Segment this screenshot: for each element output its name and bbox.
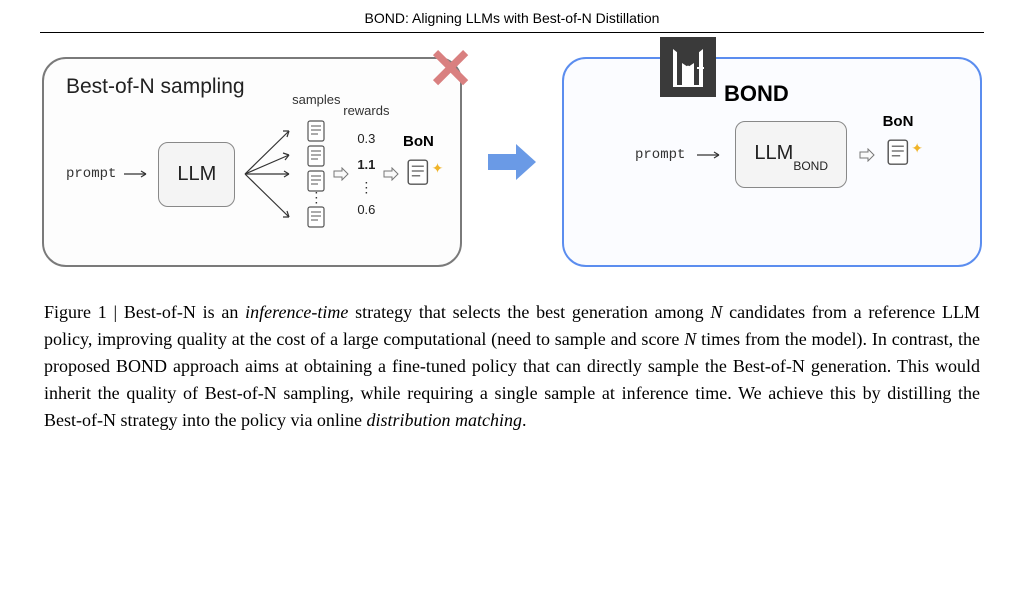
panel-title-left: Best-of-N sampling xyxy=(66,75,438,99)
arrow-icon xyxy=(333,167,349,181)
prompt-arrow-icon xyxy=(697,150,723,160)
bon-output: BoN ✦ xyxy=(407,159,429,190)
bond-pipeline: prompt LLMBOND BoN ✦ xyxy=(586,121,958,188)
vertical-dots: ⋮ xyxy=(359,183,373,191)
bon-label: BoN xyxy=(403,133,434,150)
caption-text: strategy that selects the best generatio… xyxy=(348,302,710,322)
arrow-icon xyxy=(859,148,875,162)
caption-em: distribution matching xyxy=(366,410,522,430)
sample-doc-icon xyxy=(307,206,325,228)
samples-header: samples xyxy=(292,92,340,107)
bon-pipeline: prompt LLM samples xyxy=(66,119,438,229)
fanout-arrows xyxy=(243,119,299,229)
sample-doc-icon xyxy=(307,170,325,192)
reward-value: 1.1 xyxy=(357,157,375,172)
transition-arrow-icon xyxy=(486,142,538,182)
rewards-column: rewards 0.3 1.1 ⋮ 0.6 xyxy=(357,131,375,217)
caption-text: . xyxy=(522,410,527,430)
figure-caption: Figure 1 | Best-of-N is an inference-tim… xyxy=(40,299,984,434)
output-doc-icon xyxy=(407,159,429,185)
sample-doc-icon xyxy=(307,120,325,142)
cross-icon: ✕ xyxy=(427,41,474,97)
panel-title-right: BOND xyxy=(724,81,789,107)
bond-panel: BOND prompt LLMBOND BoN ✦ xyxy=(562,57,982,267)
running-header: BOND: Aligning LLMs with Best-of-N Disti… xyxy=(40,10,984,33)
reward-value: 0.6 xyxy=(357,202,375,217)
caption-em: inference-time xyxy=(245,302,348,322)
bon-output: BoN ✦ xyxy=(887,139,909,170)
reward-value: 0.3 xyxy=(357,131,375,146)
prompt-arrow-icon xyxy=(124,169,150,179)
rewards-header: rewards xyxy=(343,103,389,118)
caption-var: N xyxy=(684,329,696,349)
figure-1: Best-of-N sampling prompt LLM xyxy=(40,57,984,267)
paper-page: BOND: Aligning LLMs with Best-of-N Disti… xyxy=(0,0,1024,454)
caption-text: Figure 1 | Best-of-N is an xyxy=(44,302,245,322)
vertical-dots: ⋮ xyxy=(309,195,323,203)
sparkle-icon: ✦ xyxy=(432,161,444,178)
tuxedo-badge-icon xyxy=(660,37,716,97)
fan-arrows-icon xyxy=(243,119,299,229)
llm-label: LLM xyxy=(754,142,793,164)
caption-var: N xyxy=(710,302,722,322)
prompt-label: prompt xyxy=(635,147,685,163)
llm-box: LLM xyxy=(158,142,235,207)
best-of-n-panel: Best-of-N sampling prompt LLM xyxy=(42,57,462,267)
sparkle-icon: ✦ xyxy=(911,141,923,158)
samples-column: samples ⋮ xyxy=(307,120,325,228)
sample-doc-icon xyxy=(307,145,325,167)
arrow-icon xyxy=(383,167,399,181)
bon-label: BoN xyxy=(883,113,914,130)
output-doc-icon xyxy=(887,139,909,165)
prompt-label: prompt xyxy=(66,166,116,182)
llm-bond-box: LLMBOND xyxy=(735,121,847,188)
llm-subscript: BOND xyxy=(793,159,828,173)
